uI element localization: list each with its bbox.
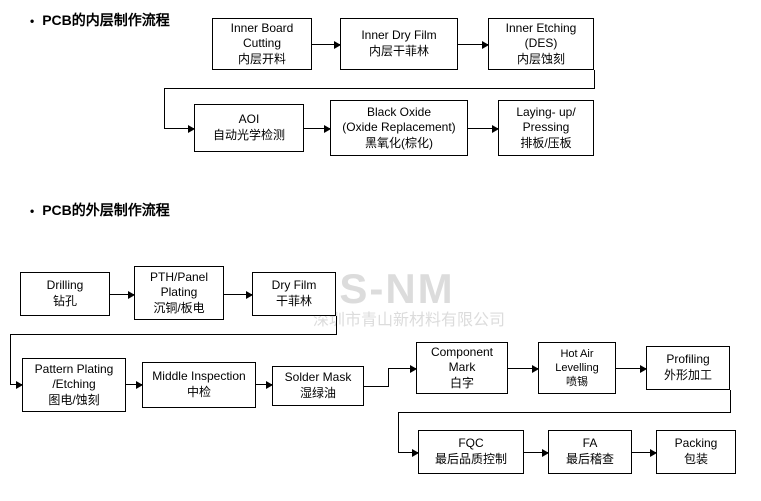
box-cn: 包装	[663, 452, 729, 468]
arrow	[458, 44, 488, 45]
arrow	[632, 452, 656, 453]
box-cn: 排板/压板	[505, 136, 587, 152]
arrow	[388, 368, 416, 369]
box-inner-cutting: Inner Board Cutting 内层开料	[212, 18, 312, 70]
box-cn: 钻孔	[27, 294, 103, 310]
connector	[10, 334, 337, 335]
box-cn: 自动光学检测	[201, 128, 297, 144]
arrow	[508, 368, 538, 369]
bullet: •	[30, 14, 34, 28]
connector	[594, 70, 595, 88]
box-en: Inner Dry Film	[347, 28, 451, 44]
arrow	[126, 384, 142, 385]
box-en: Hot Air Levelling	[545, 347, 609, 376]
box-component-mark: Component Mark 白字	[416, 342, 508, 394]
box-cn: 内层开料	[219, 52, 305, 68]
box-en: FQC	[425, 436, 517, 452]
arrow	[10, 384, 22, 385]
box-packing: Packing 包装	[656, 430, 736, 474]
box-cn: 图电/蚀刻	[29, 393, 119, 409]
box-en: Profiling	[653, 352, 723, 368]
box-en: Solder Mask	[279, 370, 357, 386]
arrow	[398, 452, 418, 453]
box-en: Component Mark	[423, 345, 501, 376]
box-en: Dry Film	[259, 278, 329, 294]
connector	[398, 412, 399, 452]
watermark-company: 深圳市青山新材料有限公司	[313, 306, 505, 330]
box-en: AOI	[201, 112, 297, 128]
box-en: Laying- up/ Pressing	[505, 105, 587, 136]
arrow	[468, 128, 498, 129]
arrow	[304, 128, 330, 129]
connector	[730, 390, 731, 412]
box-en: Drilling	[27, 278, 103, 294]
box-laying-up: Laying- up/ Pressing 排板/压板	[498, 100, 594, 156]
box-cn: 内层干菲林	[347, 44, 451, 60]
connector	[336, 316, 337, 334]
arrow	[110, 294, 134, 295]
box-drilling: Drilling 钻孔	[20, 272, 110, 316]
arrow	[524, 452, 548, 453]
box-dry-film: Dry Film 干菲林	[252, 272, 336, 316]
box-cn: 黑氧化(棕化)	[337, 136, 461, 152]
box-cn: 白字	[423, 376, 501, 392]
inner-flow-title: •PCB的内层制作流程	[30, 10, 170, 30]
box-cn: 喷锡	[545, 375, 609, 389]
connector	[388, 368, 389, 387]
box-fqc: FQC 最后品质控制	[418, 430, 524, 474]
arrow	[256, 384, 272, 385]
box-cn: 沉铜/板电	[141, 301, 217, 317]
box-en: Pattern Plating /Etching	[29, 362, 119, 393]
box-en: Packing	[663, 436, 729, 452]
connector	[164, 88, 595, 89]
box-black-oxide: Black Oxide (Oxide Replacement) 黑氧化(棕化)	[330, 100, 468, 156]
box-pth-plating: PTH/Panel Plating 沉铜/板电	[134, 266, 224, 320]
box-pattern-plating: Pattern Plating /Etching 图电/蚀刻	[22, 358, 126, 412]
box-en: FA	[555, 436, 625, 452]
bullet: •	[30, 204, 34, 218]
connector	[164, 88, 165, 128]
box-en: PTH/Panel Plating	[141, 270, 217, 301]
box-middle-inspection: Middle Inspection 中检	[142, 362, 256, 408]
box-cn: 干菲林	[259, 294, 329, 310]
box-en: Black Oxide (Oxide Replacement)	[337, 105, 461, 136]
box-fa: FA 最后稽查	[548, 430, 632, 474]
box-inner-etching: Inner Etching (DES) 内层蚀刻	[488, 18, 594, 70]
box-hot-air: Hot Air Levelling 喷锡	[538, 342, 616, 394]
arrow	[164, 128, 194, 129]
connector	[10, 334, 11, 384]
box-cn: 湿绿油	[279, 386, 357, 402]
box-cn: 中检	[149, 385, 249, 401]
outer-flow-title: •PCB的外层制作流程	[30, 200, 170, 220]
connector	[398, 412, 731, 413]
box-en: Inner Board Cutting	[219, 21, 305, 52]
box-cn: 最后稽查	[555, 452, 625, 468]
box-cn: 外形加工	[653, 368, 723, 384]
box-profiling: Profiling 外形加工	[646, 346, 730, 390]
arrow	[224, 294, 252, 295]
box-solder-mask: Solder Mask 湿绿油	[272, 366, 364, 406]
box-en: Middle Inspection	[149, 369, 249, 385]
connector	[364, 386, 388, 387]
arrow	[312, 44, 340, 45]
box-aoi: AOI 自动光学检测	[194, 104, 304, 152]
box-cn: 最后品质控制	[425, 452, 517, 468]
arrow	[616, 368, 646, 369]
box-en: Inner Etching (DES)	[495, 21, 587, 52]
box-inner-dryfilm: Inner Dry Film 内层干菲林	[340, 18, 458, 70]
box-cn: 内层蚀刻	[495, 52, 587, 68]
